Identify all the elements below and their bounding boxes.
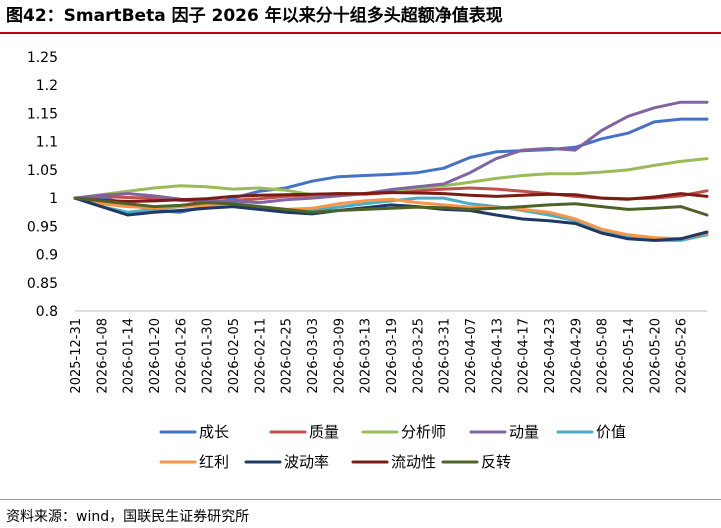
y-axis: 0.8 0.85 0.9 0.95 1 1.05 1.1 1.15 1.2 1.25 [27, 50, 58, 320]
page-title: 图42：SmartBeta 因子 2026 年以来分十组多头超额净值表现 [6, 6, 503, 26]
x-tick-label: 2026-04-29 [569, 318, 584, 394]
legend-label: 价值 [596, 423, 626, 441]
legend-label: 质量 [309, 423, 339, 441]
y-tick-label: 1.2 [36, 78, 58, 94]
legend-label: 流动性 [391, 453, 436, 471]
source-note: 资料来源：wind，国联民生证券研究所 [6, 509, 250, 525]
x-tick-label: 2026-02-05 [227, 318, 242, 394]
legend-label: 成长 [199, 423, 229, 441]
legend-label: 波动率 [284, 453, 329, 471]
x-tick-label: 2026-05-20 [648, 318, 663, 394]
x-tick-label: 2026-01-20 [148, 318, 163, 394]
x-tick-label: 2026-05-08 [596, 318, 611, 394]
series-line-6 [73, 196, 709, 242]
x-tick-label: 2026-03-19 [385, 318, 400, 394]
x-tick-label: 2026-05-14 [622, 318, 637, 394]
x-tick-label: 2026-03-03 [306, 318, 321, 394]
x-axis: 2025-12-31 2026-01-08 2026-01-14 2026-01-20… [69, 310, 707, 394]
y-tick-label: 0.9 [36, 248, 58, 264]
y-tick-label: 1 [49, 191, 58, 207]
y-tick-label: 1.1 [36, 135, 58, 151]
x-tick-label: 2026-04-07 [464, 318, 479, 394]
x-tick-label: 2026-04-23 [543, 318, 558, 394]
legend-label: 分析师 [401, 423, 446, 441]
y-tick-label: 1.25 [27, 50, 58, 66]
x-tick-label: 2026-01-14 [122, 318, 137, 394]
title-divider [0, 32, 721, 34]
x-tick-label: 2025-12-31 [69, 318, 84, 394]
legend-label: 动量 [509, 423, 539, 441]
x-tick-label: 2026-04-13 [490, 318, 505, 394]
x-tick-label: 2026-03-25 [411, 318, 426, 394]
series-line-8 [73, 196, 709, 217]
y-tick-label: 1.05 [27, 163, 58, 179]
y-tick-label: 0.85 [27, 276, 58, 292]
legend-label: 反转 [481, 453, 511, 471]
x-tick-label: 2026-01-08 [95, 318, 110, 394]
series-line-0 [73, 117, 709, 214]
series-line-7 [73, 191, 709, 203]
y-tick-label: 0.8 [36, 304, 58, 320]
x-tick-label: 2026-03-13 [359, 318, 374, 394]
x-tick-label: 2026-02-11 [253, 318, 268, 394]
series-lines [73, 100, 709, 242]
x-tick-label: 2026-04-17 [517, 318, 532, 394]
legend-label: 红利 [199, 453, 229, 471]
x-tick-label: 2026-03-09 [332, 318, 347, 394]
x-tick-label: 2026-05-26 [675, 318, 690, 394]
x-tick-label: 2026-01-26 [174, 318, 189, 394]
x-tick-label: 2026-01-30 [201, 318, 216, 394]
y-tick-label: 1.15 [27, 106, 58, 122]
x-tick-label: 2026-02-25 [280, 318, 295, 394]
y-tick-label: 0.95 [27, 219, 58, 235]
source-divider [0, 499, 721, 500]
x-tick-label: 2026-03-31 [438, 318, 453, 394]
